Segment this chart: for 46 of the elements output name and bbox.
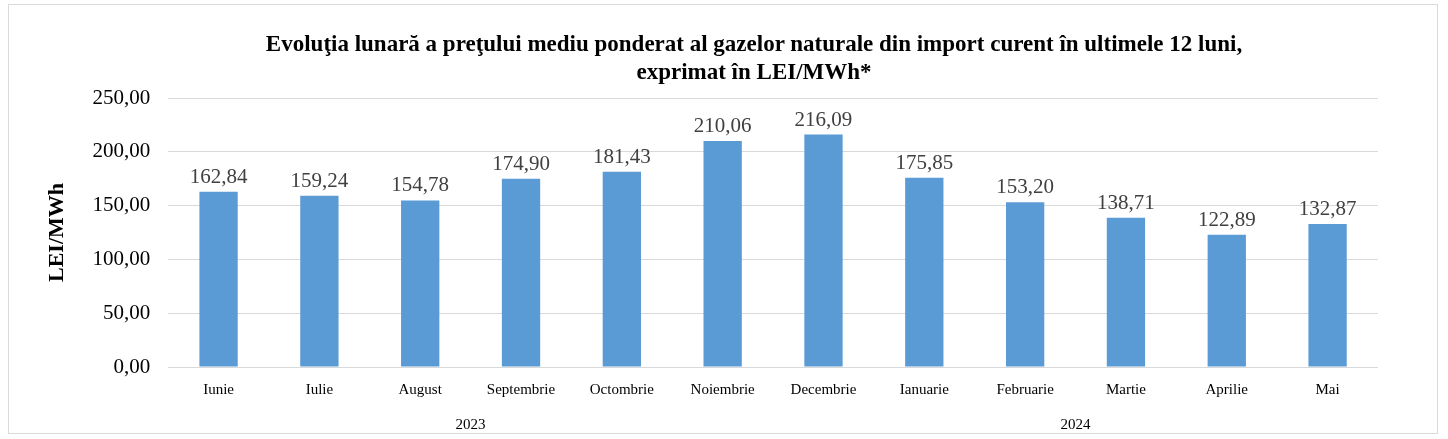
y-tick-label: 150,00 (92, 192, 151, 217)
bar (905, 177, 944, 367)
data-label: 154,78 (391, 172, 450, 197)
data-label: 162,84 (189, 163, 248, 188)
data-label: 174,90 (492, 150, 550, 175)
x-tick-label: Noiembrie (690, 380, 756, 397)
bar (804, 134, 843, 367)
bar (401, 200, 440, 367)
data-label: 138,71 (1097, 189, 1155, 214)
y-tick-label: 250,00 (92, 84, 151, 109)
text: 2023 (455, 415, 486, 432)
y-tick-label: 50,00 (102, 299, 151, 324)
x-tick-label: Septembrie (486, 380, 556, 397)
x-tick-label: Martie (1105, 380, 1147, 397)
x-tick-label: Mai (1315, 380, 1340, 397)
data-label: 122,89 (1197, 206, 1256, 231)
y-tick-label: 0,00 (113, 353, 151, 378)
y-axis-title: LEI/MWh (42, 182, 68, 283)
y-tick-label: 200,00 (92, 138, 151, 163)
bar (1207, 234, 1246, 367)
x-tick-label: Ianuarie (899, 380, 950, 397)
data-label: 210,06 (693, 112, 752, 137)
bar (602, 171, 641, 367)
x-tick-label: Februarie (996, 380, 1055, 397)
x-tick-label: August (398, 380, 443, 397)
data-label: 181,43 (592, 143, 651, 168)
y-tick-label: 100,00 (92, 245, 151, 270)
bar (703, 140, 742, 367)
x-tick-label: Octombrie (589, 380, 655, 397)
text: 2024 (1060, 415, 1092, 432)
bar (199, 191, 238, 367)
data-label: 159,24 (290, 167, 349, 192)
bar (501, 178, 541, 367)
data-label: 153,20 (996, 174, 1054, 199)
bar (1005, 202, 1045, 367)
chart-title: Evoluţia lunară a preţului mediu ponderat al gazelor naturale din import curent în ultimele 12 luni, exprimat în LEI/MWh* (264, 30, 1244, 86)
x-tick-label: Iulie (305, 380, 334, 397)
data-label: 175,85 (895, 149, 954, 174)
data-label: 216,09 (794, 106, 853, 131)
bar (1308, 224, 1347, 367)
x-tick-label: Decembrie (790, 380, 857, 397)
x-tick-label: Aprilie (1205, 380, 1249, 397)
x-tick-label: Iunie (203, 380, 235, 397)
bar (1106, 217, 1146, 367)
data-label: 132,87 (1298, 196, 1357, 221)
bar (300, 195, 339, 367)
